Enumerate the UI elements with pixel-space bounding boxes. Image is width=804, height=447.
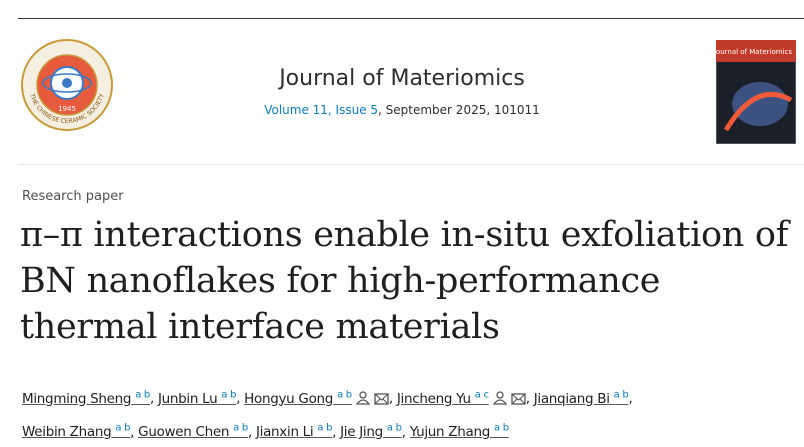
separator: ,: [526, 391, 530, 407]
person-icon[interactable]: [356, 391, 370, 405]
separator: ,: [248, 424, 252, 440]
author-name: Yujun Zhang: [410, 424, 490, 440]
affiliation[interactable]: a b: [494, 423, 509, 434]
email-icon[interactable]: [511, 393, 526, 405]
title-line: thermal interface materials: [20, 304, 788, 350]
affiliation[interactable]: a b: [337, 389, 352, 400]
author[interactable]: Hongyu Gong a b: [244, 391, 389, 407]
affiliation[interactable]: a b: [135, 389, 150, 400]
author[interactable]: Mingming Sheng a b: [22, 391, 150, 407]
author[interactable]: Guowen Chen a b: [138, 424, 248, 440]
author-name: Weibin Zhang: [22, 424, 111, 440]
author[interactable]: Yujun Zhang a b: [410, 424, 509, 440]
title-line: π–π interactions enable in-situ exfoliat…: [20, 212, 788, 258]
affiliation[interactable]: a b: [233, 423, 248, 434]
author-name: Junbin Lu: [158, 391, 217, 407]
issue-line: Volume 11, Issue 5, September 2025, 1010…: [0, 103, 804, 117]
journal-cover[interactable]: Journal of Materiomics: [716, 40, 796, 144]
top-rule: [18, 18, 804, 19]
affiliation[interactable]: a b: [115, 423, 130, 434]
affiliation[interactable]: a c: [475, 389, 489, 400]
email-icon[interactable]: [374, 393, 389, 405]
affiliation[interactable]: a b: [221, 389, 236, 400]
separator: ,: [389, 391, 393, 407]
author[interactable]: Junbin Lu a b: [158, 391, 236, 407]
author[interactable]: Weibin Zhang a b: [22, 424, 130, 440]
separator: ,: [130, 424, 134, 440]
author[interactable]: Jie Jing a b: [340, 424, 402, 440]
issue-details: , September 2025, 101011: [378, 103, 540, 117]
author-icons: [489, 391, 526, 407]
author-name: Jincheng Yu: [397, 391, 471, 407]
separator: [18, 164, 804, 165]
author-name: Guowen Chen: [138, 424, 229, 440]
author[interactable]: Jianqiang Bi a b: [534, 391, 629, 407]
volume-link[interactable]: Volume 11, Issue 5: [264, 103, 378, 117]
author-icons: [352, 391, 389, 407]
journal-title[interactable]: Journal of Materiomics: [0, 66, 804, 91]
title-line: BN nanoflakes for high-performance: [20, 258, 788, 304]
separator: ,: [332, 424, 336, 440]
article-type: Research paper: [22, 189, 124, 204]
author[interactable]: Jincheng Yu a c: [397, 391, 526, 407]
separator: ,: [150, 391, 154, 407]
separator: ,: [236, 391, 240, 407]
person-icon[interactable]: [493, 391, 507, 405]
cover-title: Journal of Materiomics: [716, 48, 792, 56]
author-name: Jie Jing: [340, 424, 383, 440]
author-name: Jianxin Li: [256, 424, 313, 440]
author-name: Mingming Sheng: [22, 391, 131, 407]
article-title: π–π interactions enable in-situ exfoliat…: [20, 212, 788, 350]
author-name: Hongyu Gong: [244, 391, 333, 407]
author-name: Jianqiang Bi: [534, 391, 610, 407]
author[interactable]: Jianxin Li a b: [256, 424, 332, 440]
author-line: Mingming Sheng a b, Junbin Lu a b, Hongy…: [22, 380, 632, 414]
separator: ,: [628, 391, 632, 407]
separator: ,: [402, 424, 406, 440]
affiliation[interactable]: a b: [387, 423, 402, 434]
author-list: Mingming Sheng a b, Junbin Lu a b, Hongy…: [22, 380, 632, 447]
affiliation[interactable]: a b: [317, 423, 332, 434]
affiliation[interactable]: a b: [614, 389, 629, 400]
